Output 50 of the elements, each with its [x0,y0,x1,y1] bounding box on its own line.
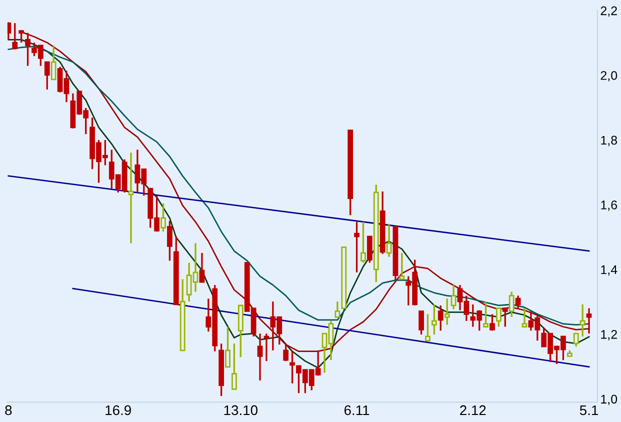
candlestick [12,22,18,50]
x-tick-label: 8 [5,405,12,416]
y-tick-label: 2,0 [600,71,618,82]
candlestick [257,332,263,382]
candlestick [431,304,437,336]
x-tick-label: 13.10 [224,405,258,416]
candlestick [7,21,12,41]
candlestick [334,300,340,318]
candlestick [225,326,230,368]
candlestick [264,332,270,362]
y-tick-label: 1,2 [601,330,617,340]
x-tick-label: 5.1 [580,405,598,416]
candlestick [508,290,514,318]
candlestick [44,61,50,90]
candlestick [425,313,430,342]
candlestick [399,252,405,280]
candlestick [490,313,495,332]
candlestick [354,221,360,274]
candlestick [366,236,372,264]
candlestick [444,298,450,326]
candlestick [160,202,166,232]
candlestick [128,152,134,244]
x-tick-label: 6.11 [344,405,370,416]
y-tick-label: 1,4 [601,265,618,276]
x-tick-label: 16.9 [106,405,131,416]
y-tick-label: 1,0 [601,394,618,406]
candlestick [586,307,592,334]
candlestick [483,300,488,328]
candlestick [496,307,502,328]
candlestick [232,342,237,390]
candlestick [25,32,30,67]
candlestick [18,29,24,44]
y-tick-label: 1,8 [601,136,618,146]
y-tick-label: 1,6 [601,200,618,211]
y-tick-label: 2,2 [600,6,617,17]
x-tick-label: 2.12 [460,405,486,416]
candlestick [522,307,528,328]
candlestick [199,252,205,283]
candlestick [360,221,366,264]
candlestick [438,304,444,332]
candlestick [50,44,56,80]
candlestick [418,310,424,336]
candlestick [573,332,579,348]
candlestick [580,304,586,338]
candlestick [450,284,456,310]
candlestick [167,220,172,262]
candlestick [283,342,289,362]
candlestick [502,307,508,328]
candlestick [515,294,521,310]
candlestick [386,223,392,258]
